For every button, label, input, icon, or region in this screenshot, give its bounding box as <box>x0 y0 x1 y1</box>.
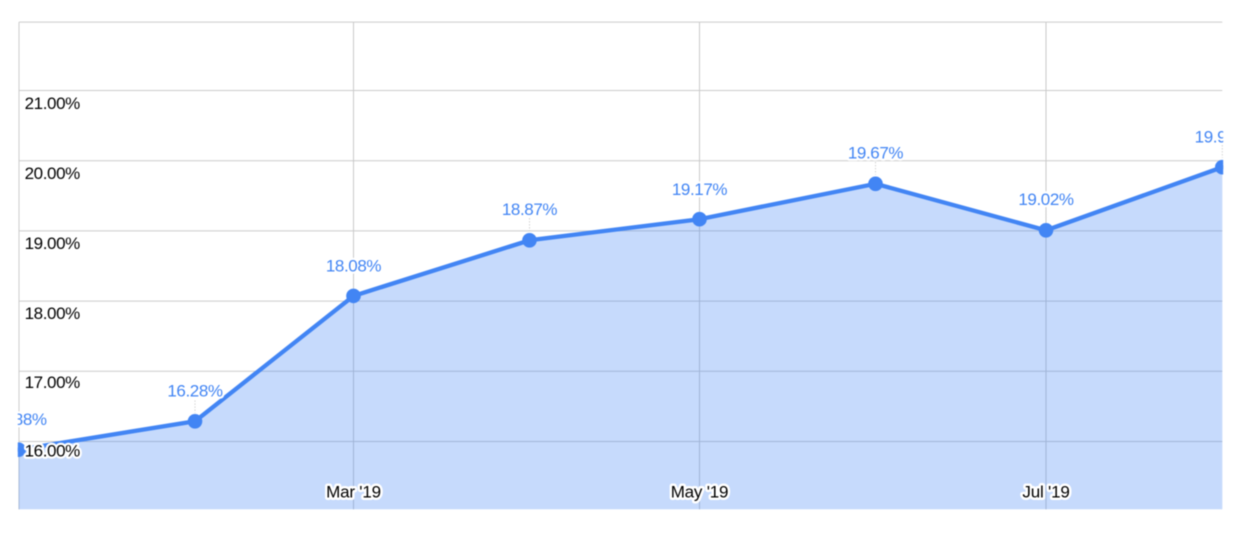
svg-text:19.17%: 19.17% <box>672 180 728 199</box>
svg-text:19.00%: 19.00% <box>25 234 81 253</box>
svg-text:21.00%: 21.00% <box>25 94 81 113</box>
svg-text:18.08%: 18.08% <box>326 257 382 276</box>
svg-text:Jul '19: Jul '19 <box>1022 482 1069 501</box>
svg-text:16.28%: 16.28% <box>167 382 223 401</box>
svg-text:16.00%: 16.00% <box>25 442 81 461</box>
svg-text:19.91%: 19.91% <box>1195 128 1248 147</box>
svg-text:18.00%: 18.00% <box>25 304 81 323</box>
svg-text:May '19: May '19 <box>671 482 729 501</box>
svg-text:19.67%: 19.67% <box>848 144 904 163</box>
svg-text:15.88%: 15.88% <box>0 410 47 429</box>
svg-text:Mar '19: Mar '19 <box>326 482 381 501</box>
svg-text:18.87%: 18.87% <box>502 200 558 219</box>
svg-text:20.00%: 20.00% <box>25 164 81 183</box>
svg-text:19.02%: 19.02% <box>1018 190 1074 209</box>
svg-text:17.00%: 17.00% <box>25 373 81 392</box>
